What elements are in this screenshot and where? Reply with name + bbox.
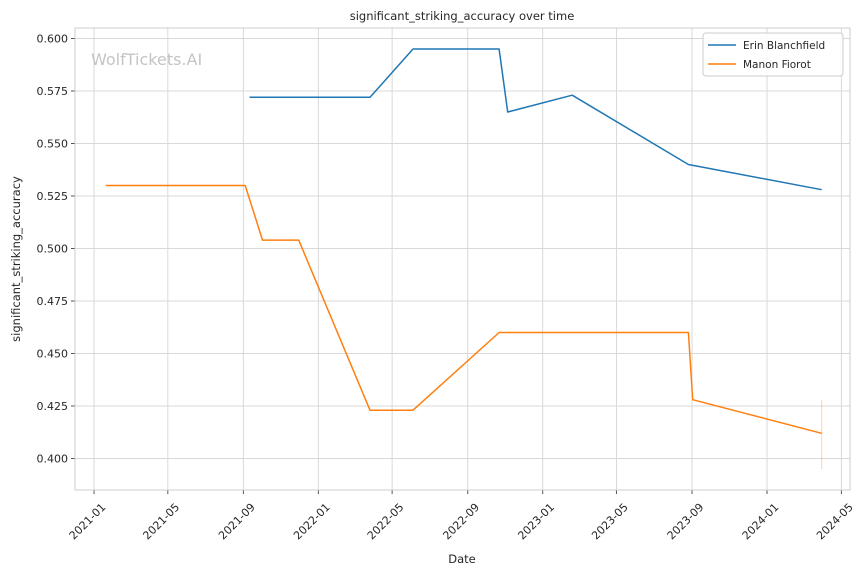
series-lines xyxy=(105,48,823,469)
watermark: WolfTickets.AI xyxy=(91,50,202,69)
y-tick-label: 0.475 xyxy=(37,295,69,308)
y-tick-label: 0.550 xyxy=(37,138,69,151)
x-axis-label: Date xyxy=(448,552,476,566)
plot-frame xyxy=(74,27,851,491)
legend-label-erin-blanchfield: Erin Blanchfield xyxy=(743,40,825,52)
chart-title: significant_striking_accuracy over time xyxy=(350,9,575,23)
y-tick-label: 0.525 xyxy=(37,190,69,203)
y-tick-label: 0.500 xyxy=(37,243,69,256)
y-tick-label: 0.600 xyxy=(37,33,69,46)
series-line-erin-blanchfield xyxy=(249,48,822,191)
y-tick-label: 0.450 xyxy=(37,348,69,361)
y-tick-labels: 0.400 0.425 0.450 0.475 0.500 0.525 0.550 0.575… xyxy=(37,33,69,466)
y-axis-label: significant_striking_accuracy xyxy=(9,176,23,342)
y-tick-label: 0.425 xyxy=(37,400,69,413)
legend-box xyxy=(702,32,844,77)
y-tick-label: 0.400 xyxy=(37,453,69,466)
series-line-manon-fiorot xyxy=(105,184,822,435)
legend-label-manon-fiorot: Manon Fiorot xyxy=(743,59,811,71)
legend: Erin Blanchfield Manon Fiorot xyxy=(702,32,844,77)
y-tick-label: 0.575 xyxy=(37,85,69,98)
